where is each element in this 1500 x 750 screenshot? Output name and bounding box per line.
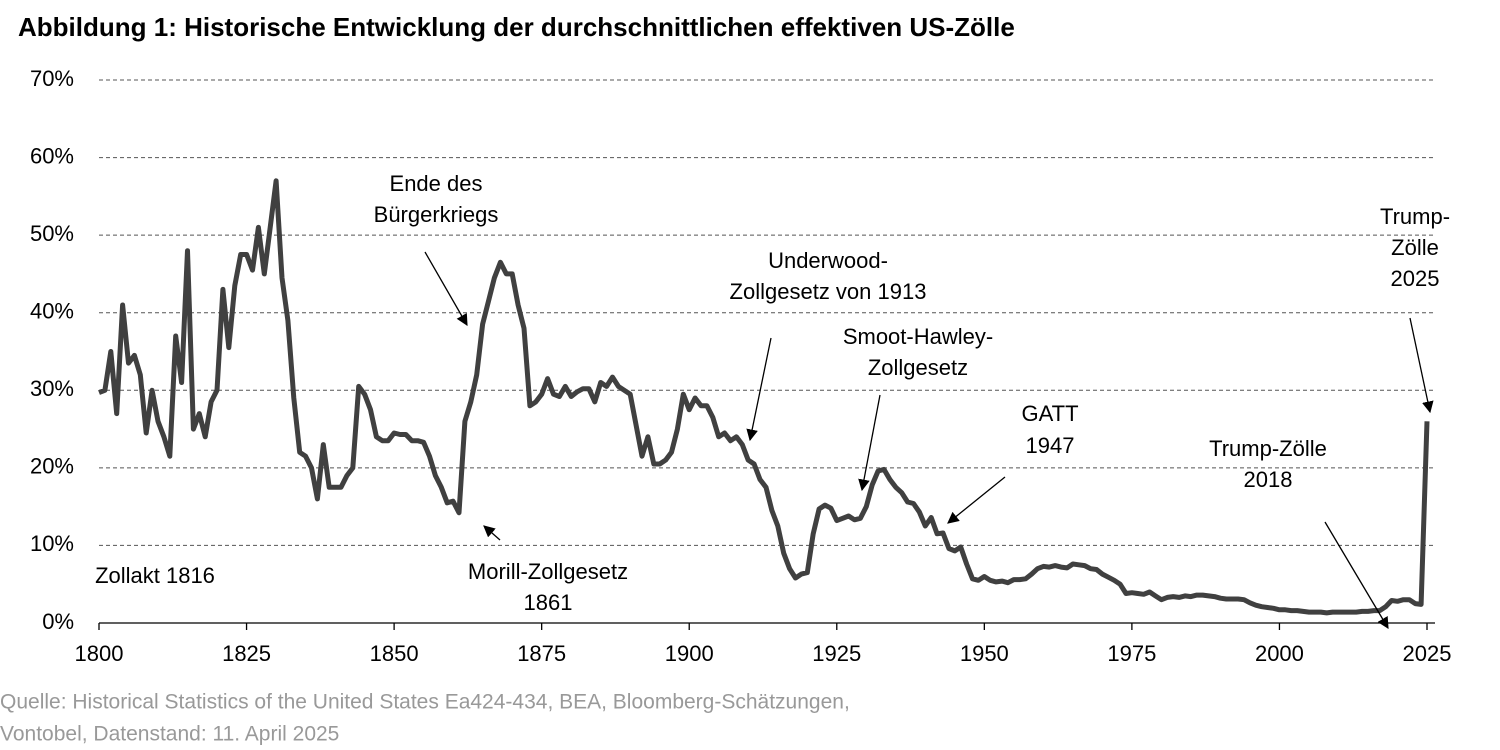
x-tick-label: 2000 — [1255, 641, 1304, 666]
annotation-arrow — [858, 394, 881, 492]
annotation: 1861 — [524, 590, 573, 615]
x-tick-label: 2025 — [1403, 641, 1452, 666]
annotation: Morill-Zollgesetz — [468, 559, 628, 584]
y-tick-label: 50% — [30, 221, 74, 246]
annotation: Zölle — [1391, 235, 1439, 260]
annotation: Ende des — [390, 171, 483, 196]
y-tick-label: 10% — [30, 531, 74, 556]
y-tick-label: 70% — [30, 66, 74, 91]
annotation: 2025 — [1391, 266, 1440, 291]
annotation-arrow — [1324, 521, 1389, 630]
annotation-arrow — [947, 476, 1006, 524]
annotation: 1947 — [1026, 433, 1075, 458]
y-tick-label: 60% — [30, 143, 74, 168]
x-tick-label: 1825 — [222, 641, 271, 666]
annotation: Trump-Zölle — [1209, 436, 1327, 461]
y-tick-label: 0% — [42, 609, 74, 634]
annotation: Trump- — [1380, 204, 1450, 229]
x-tick-label: 1975 — [1107, 641, 1156, 666]
source-line: Vontobel, Datenstand: 11. April 2025 — [0, 723, 339, 746]
data-line — [98, 178, 1430, 616]
annotation: GATT — [1021, 401, 1078, 426]
chart-title: Abbildung 1: Historische Entwicklung der… — [18, 12, 1015, 42]
x-tick-label: 1800 — [75, 641, 124, 666]
annotation: Zollgesetz von 1913 — [730, 279, 927, 304]
annotation-arrow — [1409, 317, 1434, 414]
y-tick-label: 20% — [30, 454, 74, 479]
annotation: Zollakt 1816 — [95, 563, 215, 588]
annotation: Underwood- — [768, 248, 888, 273]
annotation: Bürgerkriegs — [374, 202, 499, 227]
annotation: 2018 — [1244, 467, 1293, 492]
source-line: Quelle: Historical Statistics of the Uni… — [0, 691, 850, 714]
annotation-arrow — [483, 525, 501, 541]
annotation: Smoot-Hawley- — [843, 324, 993, 349]
x-tick-label: 1850 — [370, 641, 419, 666]
annotation-arrow — [424, 251, 468, 327]
x-tick-label: 1875 — [517, 641, 566, 666]
x-tick-label: 1950 — [960, 641, 1009, 666]
annotation-arrow — [746, 337, 772, 442]
y-tick-label: 40% — [30, 299, 74, 324]
annotation: Zollgesetz — [868, 355, 968, 380]
y-tick-label: 30% — [30, 376, 74, 401]
x-tick-label: 1900 — [665, 641, 714, 666]
x-tick-label: 1925 — [812, 641, 861, 666]
